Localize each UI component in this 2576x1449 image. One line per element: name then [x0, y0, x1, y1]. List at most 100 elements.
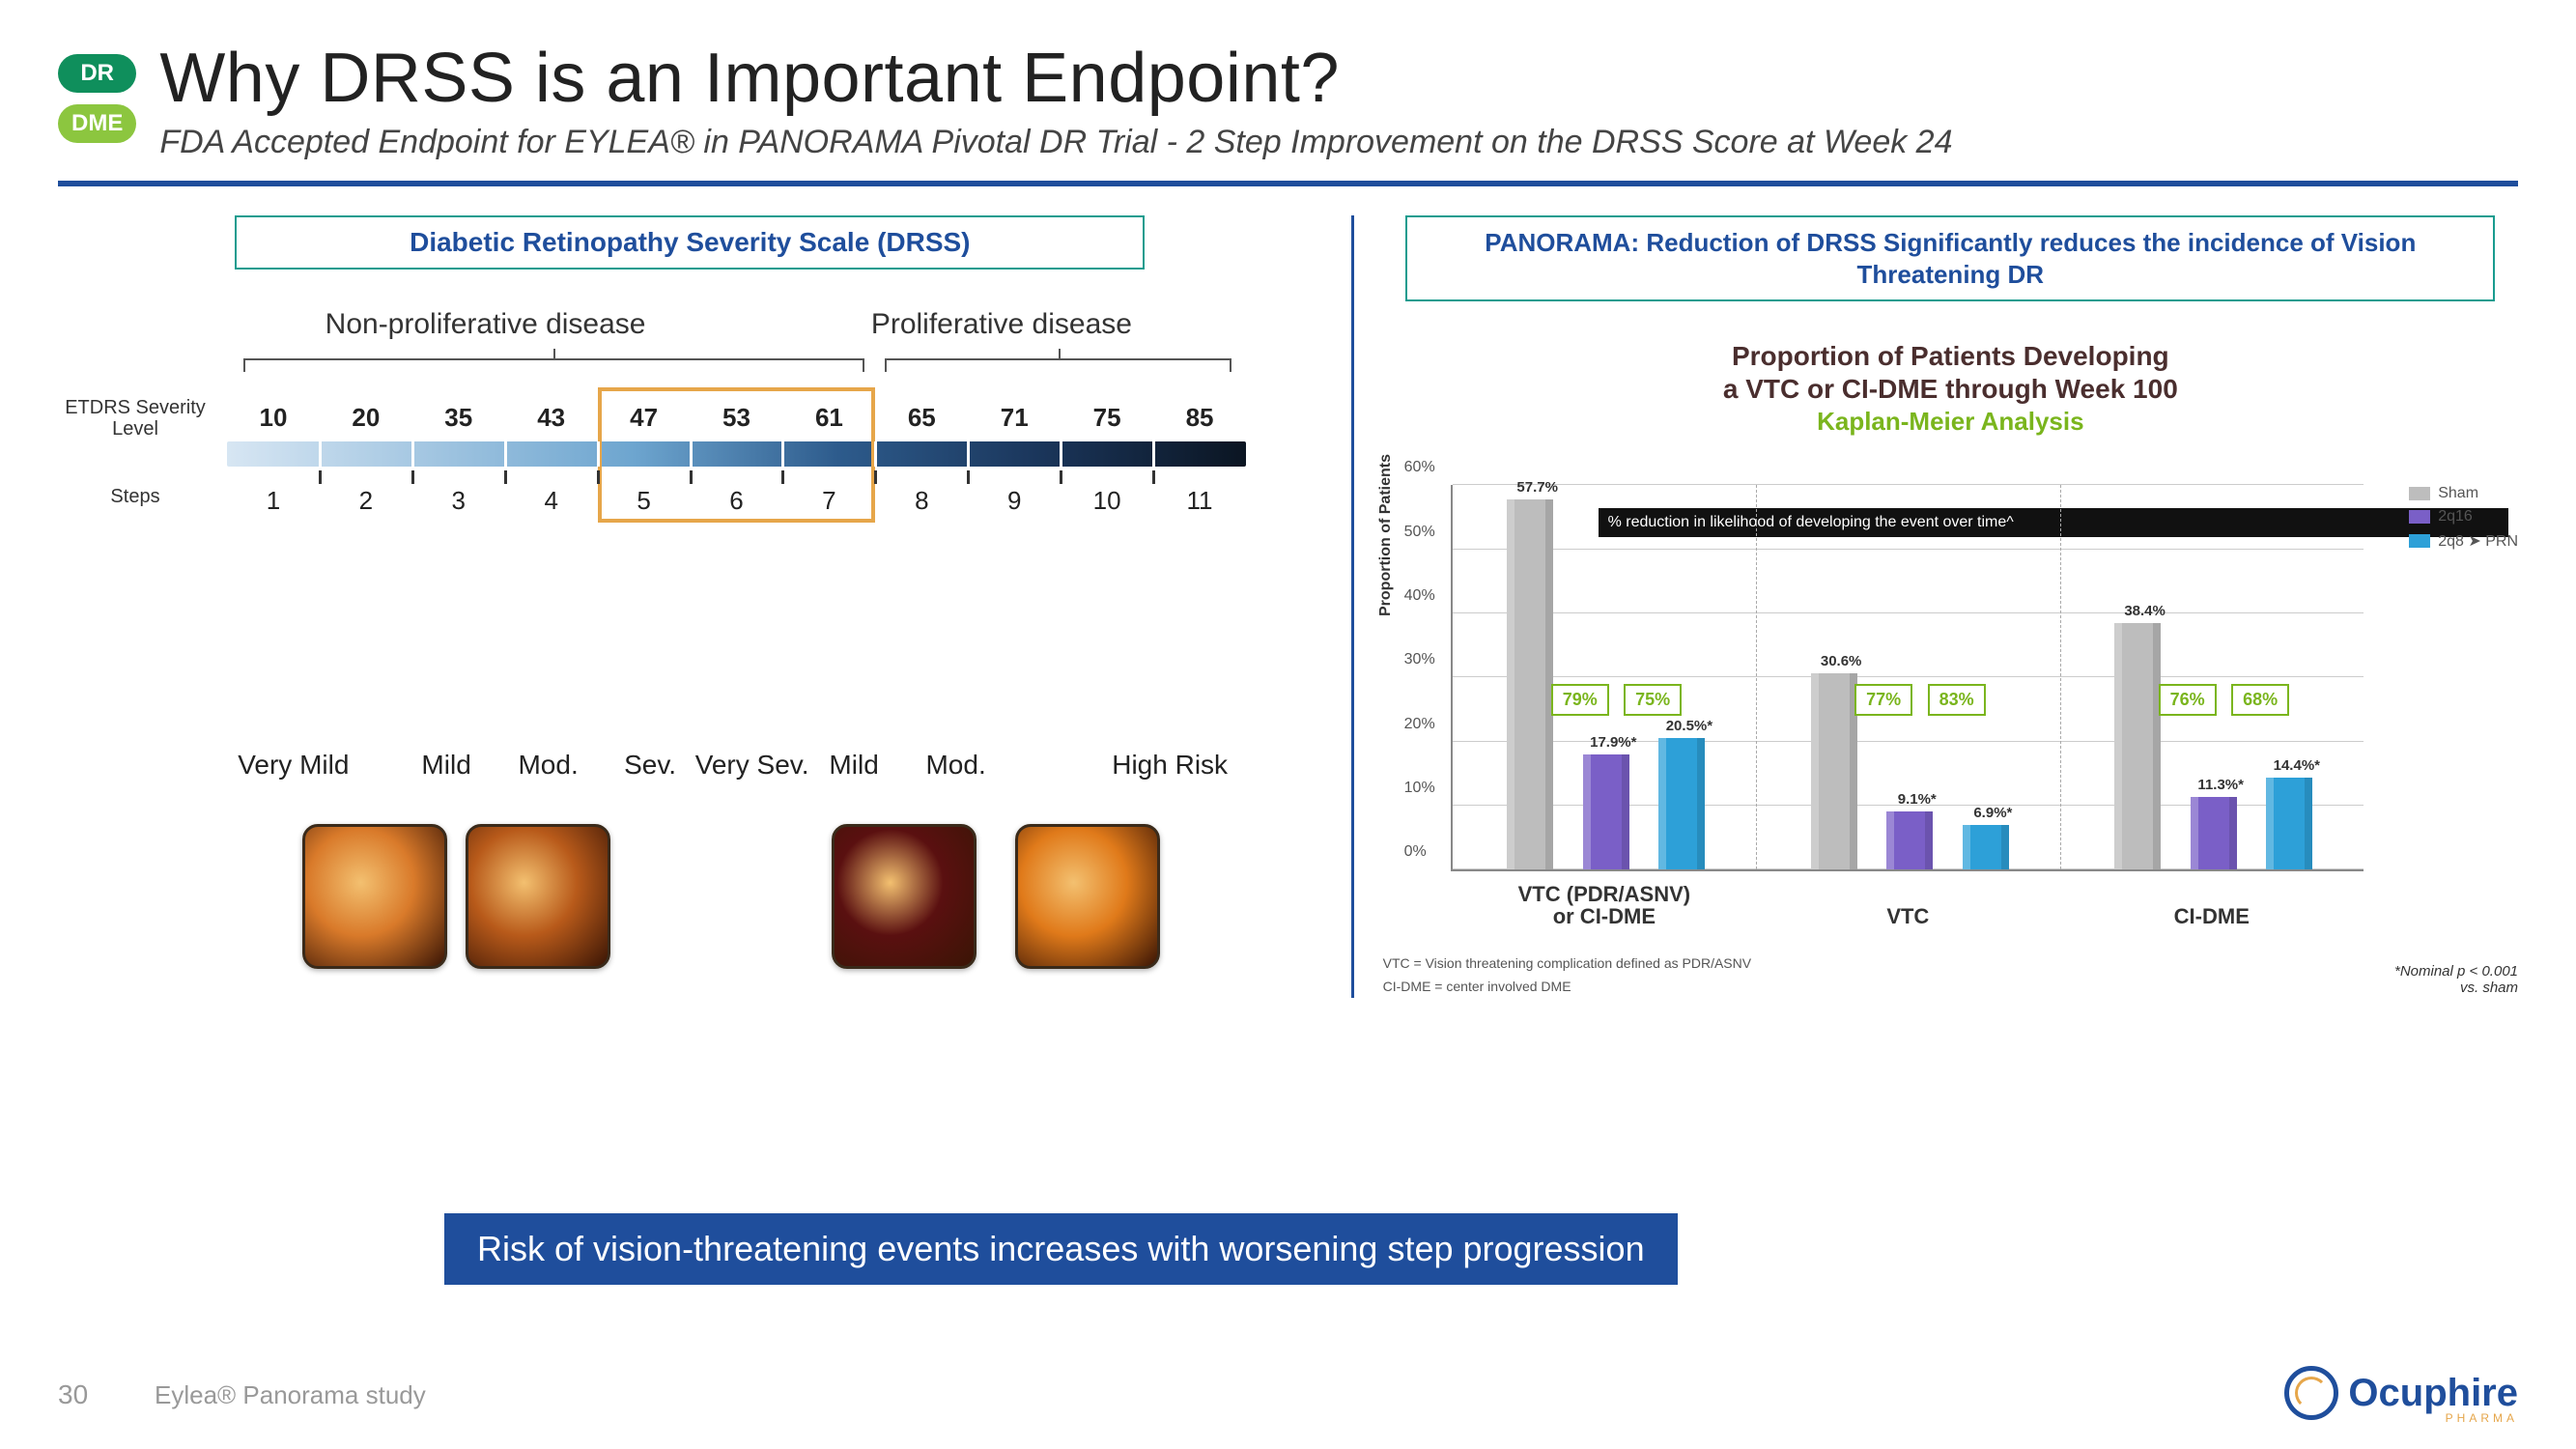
- etdrs-level: 35: [444, 403, 472, 433]
- bar: [1658, 738, 1705, 869]
- bar-value-label: 38.4%: [2124, 603, 2166, 619]
- y-tick: 40%: [1404, 587, 1435, 605]
- severity-label: Sev.: [624, 751, 676, 779]
- chart-subtitle: Kaplan-Meier Analysis: [1383, 407, 2518, 437]
- step-number: 1: [267, 486, 280, 516]
- drss-scale: ETDRS Severity Level Steps 1012023534344…: [58, 393, 1322, 606]
- step-number: 7: [822, 486, 835, 516]
- reduction-pct: 77%: [1854, 684, 1912, 716]
- legend-item: 2q16: [2409, 508, 2518, 526]
- step-number: 8: [915, 486, 928, 516]
- reduction-pct: 79%: [1551, 684, 1609, 716]
- legend-swatch: [2409, 534, 2430, 548]
- logo-subtext: PHARMA: [2446, 1411, 2518, 1425]
- etdrs-level: 47: [630, 403, 658, 433]
- bar: [2114, 623, 2161, 869]
- reduction-pct: 83%: [1928, 684, 1986, 716]
- legend-swatch: [2409, 510, 2430, 524]
- brace-nonprolif: [243, 358, 865, 370]
- etdrs-level: 71: [1001, 403, 1029, 433]
- etdrs-level: 53: [722, 403, 750, 433]
- etdrs-level: 85: [1186, 403, 1214, 433]
- step-number: 3: [452, 486, 466, 516]
- logo-text: Ocuphire: [2348, 1372, 2518, 1414]
- chart-title-2: a VTC or CI-DME through Week 100: [1383, 373, 2518, 406]
- steps-row-label: Steps: [58, 486, 212, 507]
- etdrs-level: 43: [537, 403, 565, 433]
- retina-image: [1015, 824, 1160, 969]
- bar-value-label: 20.5%*: [1666, 718, 1713, 734]
- slide: DR DME Why DRSS is an Important Endpoint…: [0, 0, 2576, 1449]
- bar-value-label: 11.3%*: [2197, 777, 2244, 793]
- severity-label: Mod.: [518, 751, 578, 779]
- bar-value-label: 9.1%*: [1898, 791, 1937, 808]
- title-block: Why DRSS is an Important Endpoint? FDA A…: [159, 39, 2518, 161]
- legend: Sham 2q16 2q8 ➤ PRN: [2409, 485, 2518, 556]
- retina-image: [302, 824, 447, 969]
- etdrs-row-label: ETDRS Severity Level: [58, 397, 212, 440]
- content: Diabetic Retinopathy Severity Scale (DRS…: [58, 215, 2518, 998]
- step-number: 5: [637, 486, 650, 516]
- disease-labels: Non-proliferative disease Proliferative …: [58, 308, 1322, 341]
- etdrs-level: 20: [352, 403, 380, 433]
- reduction-banner: % reduction in likelihood of developing …: [1599, 508, 2508, 537]
- legend-item: 2q8 ➤ PRN: [2409, 531, 2518, 551]
- header: DR DME Why DRSS is an Important Endpoint…: [58, 39, 2518, 161]
- group-label: VTC (PDR/ASNV) or CI-DME: [1518, 883, 1690, 927]
- left-panel: Diabetic Retinopathy Severity Scale (DRS…: [58, 215, 1322, 998]
- bar: [1886, 811, 1933, 869]
- severity-label: Very Sev.: [695, 751, 809, 779]
- reduction-pct: 68%: [2231, 684, 2289, 716]
- group-label: CI-DME: [2174, 905, 2250, 927]
- bar-chart: Proportion of Patients % reduction in li…: [1383, 446, 2518, 949]
- page-title: Why DRSS is an Important Endpoint?: [159, 39, 2518, 118]
- step-number: 9: [1007, 486, 1021, 516]
- y-tick: 60%: [1404, 459, 1435, 476]
- legend-label: 2q16: [2438, 508, 2473, 526]
- retina-images: [212, 824, 1322, 998]
- etdrs-level: 61: [815, 403, 843, 433]
- bar: [1963, 825, 2009, 869]
- bar: [1811, 673, 1857, 869]
- left-panel-header: Diabetic Retinopathy Severity Scale (DRS…: [235, 215, 1145, 270]
- page-subtitle: FDA Accepted Endpoint for EYLEA® in PANO…: [159, 124, 2518, 161]
- badge-dme: DME: [58, 104, 136, 143]
- right-panel-header: PANORAMA: Reduction of DRSS Significantl…: [1405, 215, 2495, 301]
- logo: Ocuphire PHARMA: [2284, 1366, 2518, 1420]
- step-number: 2: [359, 486, 373, 516]
- step-number: 10: [1093, 486, 1121, 516]
- bar-value-label: 6.9%*: [1973, 805, 2012, 821]
- bar-value-label: 57.7%: [1516, 479, 1558, 496]
- severity-label: Mild: [421, 751, 470, 779]
- bar-value-label: 14.4%*: [2274, 757, 2320, 774]
- etdrs-level: 10: [259, 403, 287, 433]
- etdrs-level: 75: [1093, 403, 1121, 433]
- severity-label: High Risk: [1112, 751, 1228, 779]
- bar: [1507, 499, 1553, 869]
- y-tick: 10%: [1404, 780, 1435, 797]
- severity-labels: Very MildMildMod.Sev.Very Sev.MildMod.Hi…: [203, 751, 1322, 809]
- bar: [2191, 797, 2237, 869]
- y-tick: 20%: [1404, 716, 1435, 733]
- step-number: 4: [544, 486, 557, 516]
- nonprolif-label: Non-proliferative disease: [326, 308, 646, 341]
- legend-label: 2q8 ➤ PRN: [2438, 531, 2518, 551]
- page-number: 30: [58, 1379, 88, 1410]
- legend-item: Sham: [2409, 485, 2518, 502]
- divider: [58, 181, 2518, 186]
- step-number: 6: [729, 486, 743, 516]
- bar: [1583, 754, 1629, 869]
- prolif-label: Proliferative disease: [871, 308, 1132, 341]
- bar-value-label: 30.6%: [1821, 653, 1862, 669]
- group-label: VTC: [1886, 905, 1929, 927]
- y-tick: 30%: [1404, 651, 1435, 668]
- plot-area: % reduction in likelihood of developing …: [1451, 485, 2364, 871]
- legend-label: Sham: [2438, 485, 2478, 502]
- right-panel: PANORAMA: Reduction of DRSS Significantl…: [1351, 215, 2518, 998]
- bar: [2266, 778, 2312, 870]
- retina-image: [466, 824, 610, 969]
- reduction-pct: 75%: [1624, 684, 1682, 716]
- bar-value-label: 17.9%*: [1590, 734, 1636, 751]
- badges: DR DME: [58, 39, 136, 143]
- y-axis-label: Proportion of Patients: [1377, 454, 1395, 616]
